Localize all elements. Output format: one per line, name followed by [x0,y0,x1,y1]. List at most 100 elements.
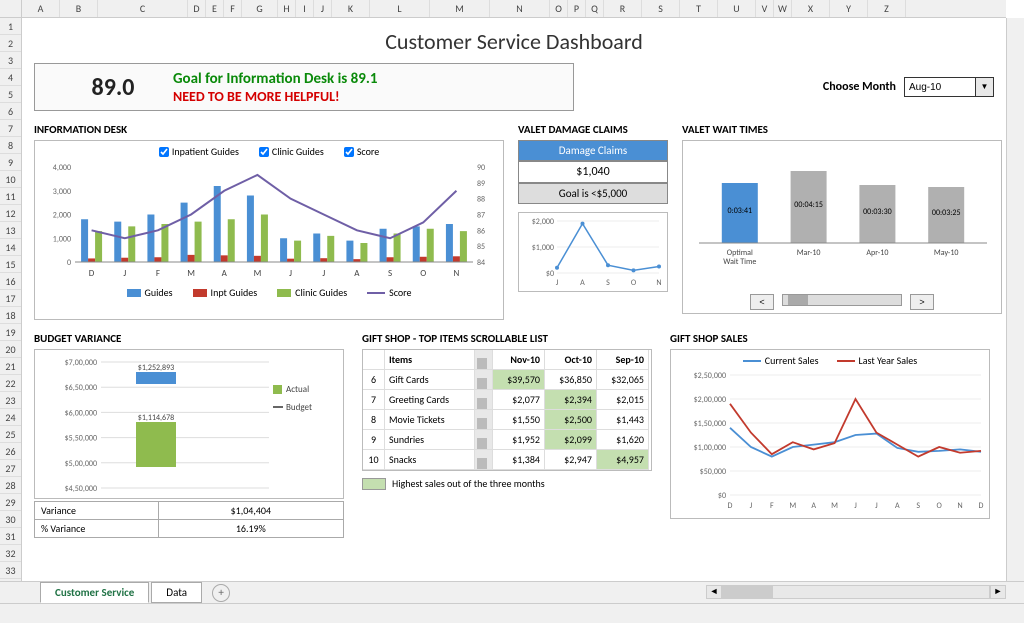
tab-data[interactable]: Data [151,582,202,603]
budget-row-label: % Variance [35,520,159,538]
gift-list-title: GIFT SHOP - TOP ITEMS SCROLLABLE LIST [362,332,652,345]
svg-text:3,000: 3,000 [53,187,71,197]
add-sheet-button[interactable]: + [212,584,230,602]
vertical-scrollbar[interactable] [1006,18,1024,581]
legend-item: Last Year Sales [837,354,918,367]
svg-text:$1,252,893: $1,252,893 [138,363,174,373]
svg-text:M: M [831,501,838,511]
wait-prev-button[interactable]: < [750,294,774,310]
budget-row-value: 16.19% [158,520,343,538]
legend-checkbox[interactable]: Inpatient Guides [159,145,239,158]
list-header: Sep-10 [597,350,649,370]
svg-text:0: 0 [67,258,71,268]
svg-text:86: 86 [477,226,485,236]
list-row[interactable]: 10Snacks$1,384$2,947$4,957 [363,450,651,470]
svg-text:$1,000: $1,000 [532,243,554,253]
wait-next-button[interactable]: > [910,294,934,310]
select-all-corner[interactable] [0,0,22,18]
list-row[interactable]: 7Greeting Cards$2,077$2,394$2,015 [363,390,651,410]
svg-text:$7,00,000: $7,00,000 [65,358,97,368]
list-scrollbar[interactable] [475,350,493,370]
svg-text:J: J [322,268,325,279]
budget-panel: BUDGET VARIANCE $4,50,000$5,00,000$5,50,… [34,332,344,538]
gift-list-panel: GIFT SHOP - TOP ITEMS SCROLLABLE LIST It… [362,332,652,538]
valet-wait-chart: 0:03:41OptimalWait Time00:04:15Mar-1000:… [682,140,1002,314]
svg-text:A: A [580,278,585,287]
svg-text:J: J [875,501,878,511]
gift-sales-panel: GIFT SHOP SALES Current SalesLast Year S… [670,332,990,538]
kpi-box: 89.0 Goal for Information Desk is 89.1 N… [34,63,574,111]
list-row[interactable]: 6Gift Cards$39,570$36,850$32,065 [363,370,651,390]
svg-text:A: A [222,268,228,279]
list-header: Items [385,350,475,370]
excel-window: ABCDEFGHIJKLMNOPQRSTUVWXYZ 1234567891011… [0,0,1024,623]
dropdown-arrow-icon[interactable]: ▼ [975,78,993,96]
svg-text:M: M [187,268,195,279]
info-desk-chart: Inpatient Guides Clinic Guides Score 01,… [34,140,504,320]
month-picker-label: Choose Month [823,80,896,94]
svg-text:$6,50,000: $6,50,000 [65,383,97,393]
svg-text:$1,114,678: $1,114,678 [138,413,174,423]
scroll-left-icon[interactable]: ◄ [706,585,722,599]
list-row[interactable]: 9Sundries$1,952$2,099$1,620 [363,430,651,450]
wait-slider[interactable] [782,294,902,306]
svg-text:O: O [937,501,943,511]
month-combo[interactable]: ▼ [904,77,994,97]
gift-list-note-text: Highest sales out of the three months [392,477,545,490]
svg-text:J: J [750,501,753,511]
valet-damage-panel: VALET DAMAGE CLAIMS Damage Claims $1,040… [518,123,668,320]
legend-item: Inpt Guides [193,286,258,299]
legend-checkbox[interactable]: Score [344,145,379,158]
kpi-warn-text: NEED TO BE MORE HELPFUL! [173,88,555,105]
svg-text:D: D [728,501,733,511]
kpi-goal-text: Goal for Information Desk is 89.1 [173,70,555,88]
scroll-right-icon[interactable]: ► [990,585,1006,599]
svg-text:4,000: 4,000 [53,163,71,173]
svg-text:S: S [916,501,920,511]
svg-text:$0: $0 [718,491,726,501]
svg-text:$2,50,000: $2,50,000 [694,371,726,381]
svg-text:O: O [631,278,637,287]
legend-checkbox[interactable]: Clinic Guides [259,145,324,158]
legend-item: Current Sales [743,354,819,367]
svg-text:S: S [606,278,610,287]
svg-text:Budget: Budget [286,402,312,413]
svg-text:$2,000: $2,000 [532,217,554,227]
highlight-swatch [362,478,386,490]
list-header: Nov-10 [493,350,545,370]
valet-wait-panel: VALET WAIT TIMES 0:03:41OptimalWait Time… [682,123,1002,320]
svg-text:$6,00,000: $6,00,000 [65,408,97,418]
gift-list-table[interactable]: Items Nov-10Oct-10Sep-106Gift Cards$39,57… [362,349,652,471]
svg-text:D: D [979,501,984,511]
damage-header: Damage Claims [518,140,668,161]
worksheet-area: Customer Service Dashboard 89.0 Goal for… [22,18,1006,581]
svg-text:$4,50,000: $4,50,000 [65,484,97,494]
row-headers[interactable]: 1234567891011121314151617181920212223242… [0,18,22,581]
svg-text:N: N [957,501,962,511]
damage-goal: Goal is <$5,000 [518,183,668,204]
svg-text:89: 89 [477,179,485,189]
info-desk-panel: INFORMATION DESK Inpatient Guides Clinic… [34,123,504,320]
svg-text:87: 87 [477,211,485,221]
legend-item: Guides [127,286,173,299]
svg-text:D: D [89,268,95,279]
svg-text:$0: $0 [546,269,554,279]
list-header: Oct-10 [545,350,597,370]
info-desk-title: INFORMATION DESK [34,123,504,136]
svg-text:Apr-10: Apr-10 [866,248,888,258]
svg-text:A: A [811,501,816,511]
kpi-value: 89.0 [53,73,173,102]
svg-text:A: A [354,268,360,279]
svg-text:85: 85 [477,242,485,252]
budget-variance-table: Variance$1,04,404% Variance16.19% [34,501,344,538]
month-picker: Choose Month ▼ [823,77,994,97]
svg-text:J: J [854,501,857,511]
status-bar [0,603,1024,623]
svg-text:F: F [770,501,774,511]
svg-text:$50,000: $50,000 [700,467,726,477]
month-input[interactable] [905,82,975,93]
tab-customer-service[interactable]: Customer Service [40,582,149,603]
horizontal-scrollbar[interactable]: ◄ ► [706,583,1006,601]
list-row[interactable]: 8Movie Tickets$1,550$2,500$1,443 [363,410,651,430]
column-headers[interactable]: ABCDEFGHIJKLMNOPQRSTUVWXYZ [22,0,1006,18]
